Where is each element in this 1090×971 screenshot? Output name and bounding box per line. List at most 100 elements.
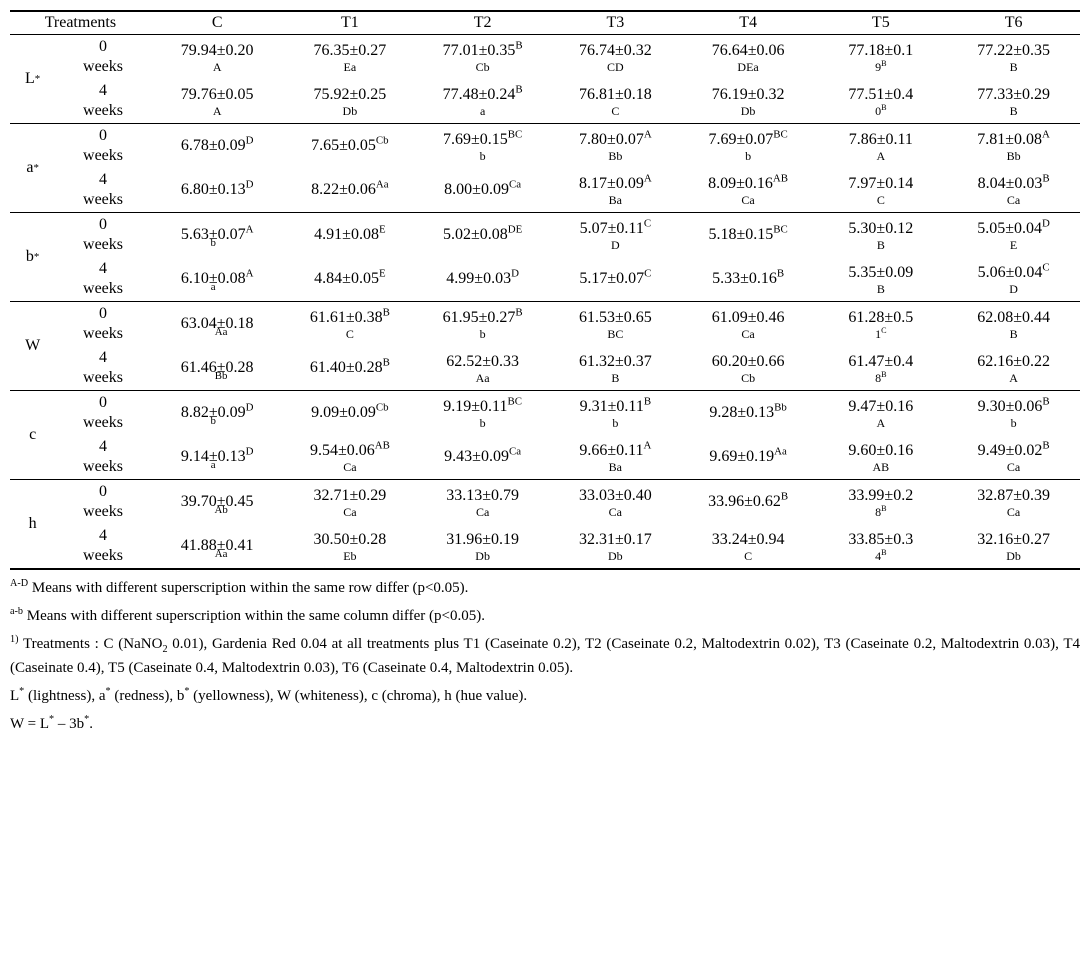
data-cell: 32.71±0.29Ca xyxy=(284,480,417,525)
data-cell: 62.52±0.33Aa xyxy=(416,346,549,391)
header-t4: T4 xyxy=(682,11,815,35)
data-cell: 7.80±0.07ABb xyxy=(549,124,682,169)
data-cell: 31.96±0.19Db xyxy=(416,524,549,569)
data-cell: 33.13±0.79Ca xyxy=(416,480,549,525)
data-cell: 76.19±0.32Db xyxy=(682,79,815,124)
data-cell: 8.04±0.03BCa xyxy=(947,168,1080,213)
data-cell: 61.47±0.48B xyxy=(814,346,947,391)
fn5-c: . xyxy=(89,716,93,732)
data-cell: 33.24±0.94C xyxy=(682,524,815,569)
time-label: 0weeks xyxy=(55,480,151,525)
data-cell: 61.40±0.28B xyxy=(284,346,417,391)
data-cell: 77.01±0.35BCb xyxy=(416,35,549,80)
data-cell: 32.87±0.39Ca xyxy=(947,480,1080,525)
fn4-a: (lightness), a xyxy=(24,688,105,704)
data-cell: 6.10±a0.08A xyxy=(151,257,284,302)
footnote-treatments: 1) Treatments : C (NaNO2 0.01), Gardenia… xyxy=(10,632,1080,680)
param-label: L* xyxy=(10,35,55,124)
time-label: 4weeks xyxy=(55,257,151,302)
header-t5: T5 xyxy=(814,11,947,35)
data-cell: 5.05±0.04DE xyxy=(947,213,1080,258)
fn5-b: – 3b xyxy=(54,716,84,732)
data-cell: 7.81±0.08ABb xyxy=(947,124,1080,169)
header-t3: T3 xyxy=(549,11,682,35)
table-body: L*0weeks79.94±0.20A76.35±0.27Ea77.01±0.3… xyxy=(10,35,1080,570)
time-label: 0weeks xyxy=(55,213,151,258)
data-cell: 9.19±0.11BCb xyxy=(416,391,549,436)
data-cell: 77.48±0.24Ba xyxy=(416,79,549,124)
data-cell: 4.84±0.05E xyxy=(284,257,417,302)
data-cell: 5.30±0.12B xyxy=(814,213,947,258)
data-cell: 9.49±0.02BCa xyxy=(947,435,1080,480)
data-cell: 6.80±0.13D xyxy=(151,168,284,213)
data-cell: 41.88±Aa0.41 xyxy=(151,524,284,569)
data-cell: 60.20±0.66Cb xyxy=(682,346,815,391)
table-row: L*0weeks79.94±0.20A76.35±0.27Ea77.01±0.3… xyxy=(10,35,1080,80)
data-cell: 8.09±0.16ABCa xyxy=(682,168,815,213)
data-cell: 8.17±0.09ABa xyxy=(549,168,682,213)
table-row: 4weeks79.76±0.05A75.92±0.25Db77.48±0.24B… xyxy=(10,79,1080,124)
fn4-rest: (yellowness), W (whiteness), c (chroma),… xyxy=(189,688,527,704)
data-cell: 5.07±0.11CD xyxy=(549,213,682,258)
data-cell: 6.78±0.09D xyxy=(151,124,284,169)
fn3-text-a: Treatments : C (NaNO xyxy=(19,636,163,652)
data-cell: 5.33±0.16B xyxy=(682,257,815,302)
param-label: h xyxy=(10,480,55,570)
data-cell: 33.96±0.62B xyxy=(682,480,815,525)
data-cell: 75.92±0.25Db xyxy=(284,79,417,124)
table-row: W0weeks63.04±Aa0.1861.61±0.38BC61.95±0.2… xyxy=(10,302,1080,347)
data-cell: 76.35±0.27Ea xyxy=(284,35,417,80)
data-cell: 32.16±0.27Db xyxy=(947,524,1080,569)
data-cell: 5.18±0.15BC xyxy=(682,213,815,258)
param-label: W xyxy=(10,302,55,391)
header-t2: T2 xyxy=(416,11,549,35)
table-row: h0weeks39.70±Ab0.4532.71±0.29Ca33.13±0.7… xyxy=(10,480,1080,525)
data-cell: 76.64±0.06DEa xyxy=(682,35,815,80)
time-label: 0weeks xyxy=(55,391,151,436)
time-label: 0weeks xyxy=(55,35,151,80)
footnote-col-sig: a-b Means with different superscription … xyxy=(10,604,1080,628)
fn4-l: L xyxy=(10,688,19,704)
footnote-formula: W = L* – 3b*. xyxy=(10,712,1080,736)
data-cell: 7.69±0.07BCb xyxy=(682,124,815,169)
data-cell: 4.99±0.03D xyxy=(416,257,549,302)
data-cell: 77.18±0.19B xyxy=(814,35,947,80)
fn2-prefix: a-b xyxy=(10,606,23,617)
data-cell: 9.31±0.11Bb xyxy=(549,391,682,436)
fn3-text-b: 0.01), Gardenia Red 0.04 at all treatmen… xyxy=(10,636,1080,676)
fn1-text: Means with different superscription with… xyxy=(28,580,468,596)
data-cell: 9.54±0.06ABCa xyxy=(284,435,417,480)
time-label: 4weeks xyxy=(55,168,151,213)
data-cell: 30.50±0.28Eb xyxy=(284,524,417,569)
table-row: 4weeks9.14±a0.13D9.54±0.06ABCa9.43±0.09C… xyxy=(10,435,1080,480)
fn4-b: (redness), b xyxy=(111,688,185,704)
time-label: 4weeks xyxy=(55,524,151,569)
data-cell: 8.22±0.06Aa xyxy=(284,168,417,213)
footnotes: A-D Means with different superscription … xyxy=(10,576,1080,736)
data-cell: 9.69±0.19Aa xyxy=(682,435,815,480)
data-cell: 62.08±0.44B xyxy=(947,302,1080,347)
data-cell: 9.47±0.16A xyxy=(814,391,947,436)
footnote-definitions: L* (lightness), a* (redness), b* (yellow… xyxy=(10,684,1080,708)
data-cell: 5.35±0.09B xyxy=(814,257,947,302)
param-label: b* xyxy=(10,213,55,302)
time-label: 4weeks xyxy=(55,79,151,124)
data-cell: 33.99±0.28B xyxy=(814,480,947,525)
header-row: Treatments C T1 T2 T3 T4 T5 T6 xyxy=(10,11,1080,35)
param-label: a* xyxy=(10,124,55,213)
data-cell: 9.14±a0.13D xyxy=(151,435,284,480)
data-cell: 77.22±0.35B xyxy=(947,35,1080,80)
data-cell: 61.61±0.38BC xyxy=(284,302,417,347)
table-row: 4weeks6.10±a0.08A4.84±0.05E4.99±0.03D5.1… xyxy=(10,257,1080,302)
data-cell: 9.66±0.11ABa xyxy=(549,435,682,480)
data-cell: 7.65±0.05Cb xyxy=(284,124,417,169)
time-label: 4weeks xyxy=(55,435,151,480)
data-cell: 33.85±0.34B xyxy=(814,524,947,569)
header-t6: T6 xyxy=(947,11,1080,35)
header-c: C xyxy=(151,11,284,35)
time-label: 0weeks xyxy=(55,302,151,347)
data-cell: 79.94±0.20A xyxy=(151,35,284,80)
data-cell: 32.31±0.17Db xyxy=(549,524,682,569)
data-cell: 77.51±0.40B xyxy=(814,79,947,124)
param-label: c xyxy=(10,391,55,480)
